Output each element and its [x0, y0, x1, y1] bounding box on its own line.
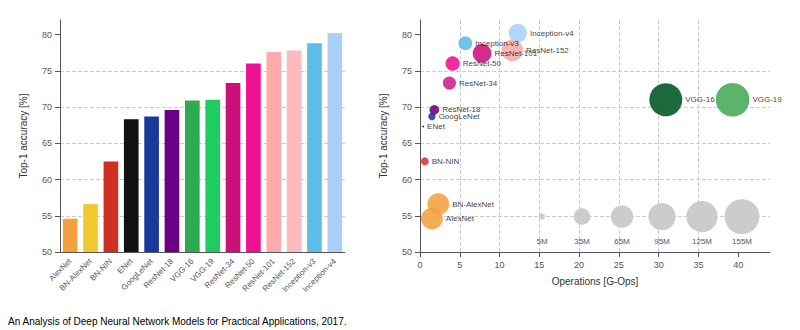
svg-text:ResNet-18: ResNet-18 [142, 256, 176, 290]
svg-text:35: 35 [693, 260, 703, 270]
svg-text:65M: 65M [614, 237, 630, 246]
svg-text:ResNet-101: ResNet-101 [240, 256, 277, 294]
svg-text:ENet: ENet [427, 122, 446, 131]
svg-text:35M: 35M [574, 237, 590, 246]
svg-text:ResNet-34: ResNet-34 [202, 256, 237, 291]
svg-text:30: 30 [654, 260, 664, 270]
svg-text:BN-NIN: BN-NIN [88, 257, 114, 283]
svg-text:ResNet-152: ResNet-152 [260, 256, 298, 294]
svg-text:80: 80 [402, 30, 412, 40]
svg-text:60: 60 [42, 175, 52, 185]
svg-text:ResNet-50: ResNet-50 [223, 256, 257, 291]
svg-text:Top-1 accuracy [%]: Top-1 accuracy [%] [378, 93, 389, 178]
svg-text:Inception-v3: Inception-v3 [475, 39, 519, 48]
svg-text:VGG-16: VGG-16 [168, 256, 196, 284]
svg-text:80: 80 [42, 30, 52, 40]
svg-text:ResNet-18: ResNet-18 [442, 105, 481, 114]
svg-text:Inception-v4: Inception-v4 [530, 29, 574, 38]
svg-text:125M: 125M [692, 237, 712, 246]
svg-text:ResNet-34: ResNet-34 [459, 79, 498, 88]
svg-text:Operations [G-Ops]: Operations [G-Ops] [552, 276, 639, 287]
svg-text:75: 75 [42, 66, 52, 76]
svg-text:70: 70 [402, 102, 412, 112]
svg-text:65: 65 [42, 138, 52, 148]
svg-text:ENet: ENet [115, 256, 135, 276]
svg-text:BN-AlexNet: BN-AlexNet [452, 200, 495, 209]
svg-text:70: 70 [42, 102, 52, 112]
svg-text:0: 0 [417, 260, 422, 270]
svg-text:Inception-v3: Inception-v3 [280, 256, 318, 294]
svg-text:An Analysis of Deep Neural Net: An Analysis of Deep Neural Network Model… [8, 316, 347, 327]
svg-text:50: 50 [42, 247, 52, 257]
svg-text:55: 55 [402, 211, 412, 221]
svg-text:40: 40 [733, 260, 743, 270]
svg-text:50: 50 [402, 247, 412, 257]
svg-text:5M: 5M [536, 237, 547, 246]
svg-text:AlexNet: AlexNet [446, 214, 475, 223]
svg-text:65: 65 [402, 138, 412, 148]
svg-text:GoogLeNet: GoogLeNet [119, 256, 155, 293]
svg-text:15: 15 [534, 260, 544, 270]
svg-text:75: 75 [402, 66, 412, 76]
svg-text:VGG-19: VGG-19 [752, 95, 782, 104]
svg-text:Inception-v4: Inception-v4 [301, 256, 339, 294]
svg-text:ResNet-101: ResNet-101 [494, 48, 538, 58]
svg-text:ResNet-50: ResNet-50 [463, 59, 502, 68]
svg-text:5: 5 [457, 260, 462, 270]
svg-text:20: 20 [574, 260, 584, 270]
svg-text:ResNet-152: ResNet-152 [526, 46, 569, 55]
svg-text:AlexNet: AlexNet [47, 256, 74, 283]
svg-text:10: 10 [495, 260, 505, 270]
svg-text:BN-NIN: BN-NIN [432, 157, 460, 166]
svg-text:BN-AlexNet: BN-AlexNet [57, 256, 94, 293]
svg-text:VGG-19: VGG-19 [188, 256, 216, 284]
svg-text:60: 60 [402, 175, 412, 185]
svg-text:VGG-16: VGG-16 [685, 95, 715, 104]
svg-text:GoogLeNet: GoogLeNet [438, 111, 480, 121]
svg-text:Top-1 accuracy [%]: Top-1 accuracy [%] [18, 93, 29, 178]
svg-text:95M: 95M [654, 237, 670, 246]
svg-text:25: 25 [614, 260, 624, 270]
svg-text:155M: 155M [732, 237, 752, 246]
svg-text:55: 55 [42, 211, 52, 221]
